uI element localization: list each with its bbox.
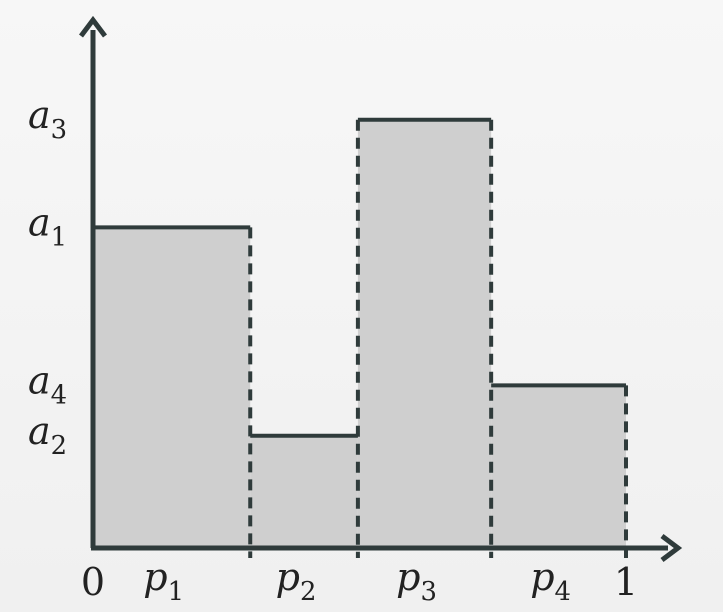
dashed-dividers: [248, 119, 628, 558]
x-label-p1: p1: [143, 555, 184, 607]
bar-4: [491, 385, 626, 548]
bar-3: [357, 119, 492, 549]
x-label-p3: p3: [396, 555, 437, 607]
y-label-a2: a2: [28, 409, 67, 461]
x-label-p4: p4: [530, 555, 571, 607]
y-axis-arrowhead: [79, 15, 107, 38]
y-label-a4: a4: [28, 358, 67, 410]
bar-tops: [93, 117, 626, 438]
x-axis-labels: 0 1 p1 p2 p3 p4: [81, 555, 638, 607]
axes: [79, 15, 683, 562]
y-label-a3: a3: [28, 93, 67, 145]
bar-2: [250, 435, 358, 548]
bar-1: [93, 227, 251, 548]
bars-layer: [93, 119, 626, 549]
y-label-a1: a1: [28, 200, 67, 252]
x-label-p2: p2: [276, 555, 317, 607]
x-origin-label: 0: [81, 560, 105, 604]
x-axis-arrowhead: [660, 534, 683, 562]
x-end-label: 1: [614, 560, 638, 604]
